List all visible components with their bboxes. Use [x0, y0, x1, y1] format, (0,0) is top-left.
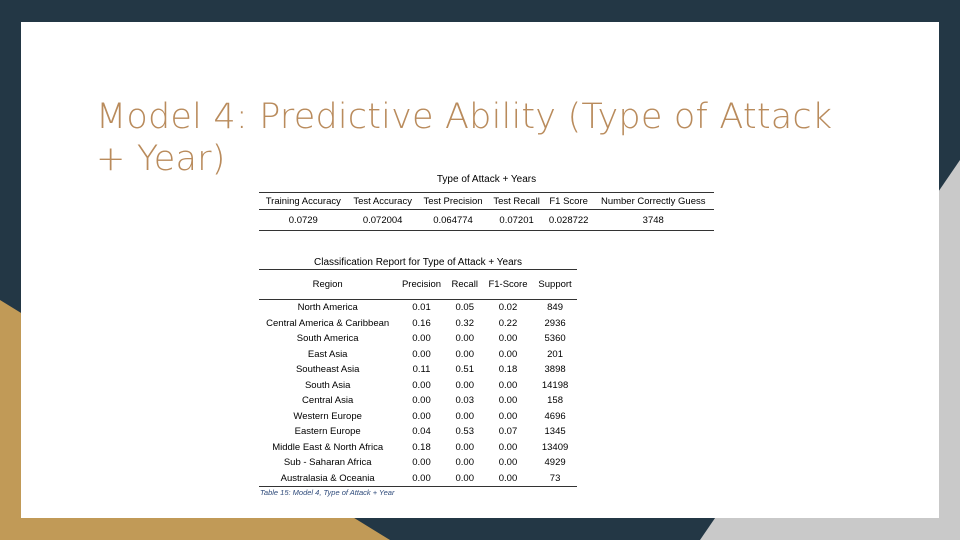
table-cell: 0.00	[498, 395, 518, 407]
region-cell: East Asia	[307, 348, 348, 360]
table-cell: 0.00	[412, 410, 431, 422]
region-cell: Southeast Asia	[295, 364, 360, 376]
table-row: Central Asia 0.00 0.03 0.00 158	[259, 393, 577, 409]
table-cell: 4696	[544, 410, 566, 422]
table-note: Table 15: Model 4, Type of Attack + Year	[260, 488, 395, 497]
table-cell: 0.00	[455, 333, 474, 345]
column-header: F1 Score	[549, 195, 588, 207]
region-cell: North America	[297, 302, 358, 314]
table-row: North America 0.01 0.05 0.02 849	[259, 300, 577, 316]
column-header: Training Accuracy	[265, 195, 341, 207]
table-cell: 158	[547, 395, 563, 407]
summary-header-row: Training Accuracy Test Accuracy Test Pre…	[259, 192, 714, 210]
table-cell: 5360	[544, 333, 566, 345]
table-cell: 0.00	[412, 348, 431, 360]
table-cell: 73	[549, 472, 561, 484]
summary-table-caption: Type of Attack + Years	[436, 174, 537, 185]
slide-canvas: Model 4: Predictive Ability (Type of Att…	[21, 22, 939, 518]
table-cell: 4929	[544, 457, 566, 469]
table-row: Eastern Europe 0.04 0.53 0.07 1345	[259, 424, 577, 440]
table-cell: 0.00	[412, 472, 431, 484]
table-cell: 14198	[541, 379, 569, 391]
table-cell: 0.02	[498, 302, 518, 314]
table-cell: 0.32	[455, 317, 474, 329]
column-header: Test Accuracy	[353, 195, 412, 207]
table-cell: 0.00	[455, 348, 474, 360]
table-row: South America 0.00 0.00 0.00 5360	[259, 331, 577, 347]
table-cell: 0.07201	[499, 214, 534, 226]
table-cell: 0.00	[498, 410, 518, 422]
slide-title: Model 4: Predictive Ability (Type of Att…	[96, 97, 833, 179]
column-header: F1-Score	[488, 279, 528, 290]
table-cell: 0.04	[412, 426, 431, 438]
column-header: Number Correctly Guess	[600, 195, 706, 207]
table-cell: 0.00	[455, 472, 474, 484]
column-header: Recall	[451, 279, 478, 290]
table-cell: 0.00	[412, 379, 431, 391]
table-row: South Asia 0.00 0.00 0.00 14198	[259, 378, 577, 394]
region-cell: Middle East & North Africa	[272, 441, 384, 453]
column-header: Support	[538, 279, 572, 290]
table-cell: 0.18	[412, 441, 431, 453]
column-header: Region	[312, 279, 343, 290]
table-cell: 201	[547, 348, 563, 360]
table-row: Southeast Asia 0.11 0.51 0.18 3898	[259, 362, 577, 378]
table-cell: 3748	[642, 214, 664, 226]
region-cell: Central Asia	[302, 395, 354, 407]
region-cell: South Asia	[304, 379, 351, 391]
summary-table: Type of Attack + Years Training Accuracy…	[259, 173, 714, 231]
table-cell: 0.00	[455, 379, 474, 391]
table-cell: 0.00	[412, 333, 431, 345]
region-cell: Central America & Caribbean	[266, 317, 390, 329]
table-row: Western Europe 0.00 0.00 0.00 4696	[259, 409, 577, 425]
region-cell: Western Europe	[293, 410, 362, 422]
table-cell: 0.00	[498, 379, 518, 391]
table-row: East Asia 0.00 0.00 0.00 201	[259, 347, 577, 363]
table-cell: 0.07	[498, 426, 518, 438]
table-cell: 1345	[544, 426, 566, 438]
table-row: Middle East & North Africa 0.18 0.00 0.00 13…	[259, 440, 577, 456]
table-cell: 0.00	[498, 348, 518, 360]
table-cell: 0.53	[455, 426, 474, 438]
report-table-caption: Classification Report for Type of Attack…	[314, 257, 522, 268]
table-cell: 0.51	[455, 364, 474, 376]
table-cell: 2936	[544, 317, 566, 329]
table-cell: 0.05	[455, 302, 474, 314]
table-cell: 0.00	[498, 441, 518, 453]
table-cell: 3898	[544, 364, 566, 376]
table-cell: 0.00	[412, 395, 431, 407]
table-cell: 0.22	[498, 317, 518, 329]
table-cell: 13409	[541, 441, 569, 453]
table-cell: 0.072004	[362, 214, 403, 226]
table-cell: 0.00	[455, 441, 474, 453]
table-row: Central America & Caribbean 0.16 0.32 0.22 2…	[259, 316, 577, 332]
report-header-row: Region Precision Recall F1-Score Support	[259, 269, 577, 300]
table-cell: 849	[547, 302, 563, 314]
summary-row: 0.0729 0.072004 0.064774 0.07201 0.02872…	[259, 210, 714, 231]
table-cell: 0.028722	[548, 214, 589, 226]
column-header: Precision	[401, 279, 442, 290]
table-cell: 0.16	[412, 317, 431, 329]
region-cell: Eastern Europe	[294, 426, 361, 438]
table-cell: 0.00	[412, 457, 431, 469]
table-row: Sub - Saharan Africa 0.00 0.00 0.00 4929	[259, 455, 577, 471]
region-cell: South America	[296, 333, 359, 345]
table-cell: 0.01	[412, 302, 431, 314]
table-cell: 0.064774	[433, 214, 473, 226]
region-cell: Sub - Saharan Africa	[283, 457, 372, 469]
classification-report-table: Classification Report for Type of Attack…	[259, 256, 577, 487]
table-cell: 0.00	[455, 410, 474, 422]
column-header: Test Precision	[423, 195, 483, 207]
region-cell: Australasia & Oceania	[280, 472, 375, 484]
table-cell: 0.00	[498, 457, 518, 469]
table-cell: 0.00	[455, 457, 474, 469]
table-cell: 0.00	[498, 333, 518, 345]
column-header: Test Recall	[493, 195, 540, 207]
table-cell: 0.11	[412, 364, 431, 376]
table-cell: 0.0729	[288, 214, 318, 226]
table-cell: 0.03	[455, 395, 474, 407]
table-row: Australasia & Oceania 0.00 0.00 0.00 73	[259, 471, 577, 487]
table-cell: 0.18	[498, 364, 518, 376]
table-cell: 0.00	[498, 472, 518, 484]
